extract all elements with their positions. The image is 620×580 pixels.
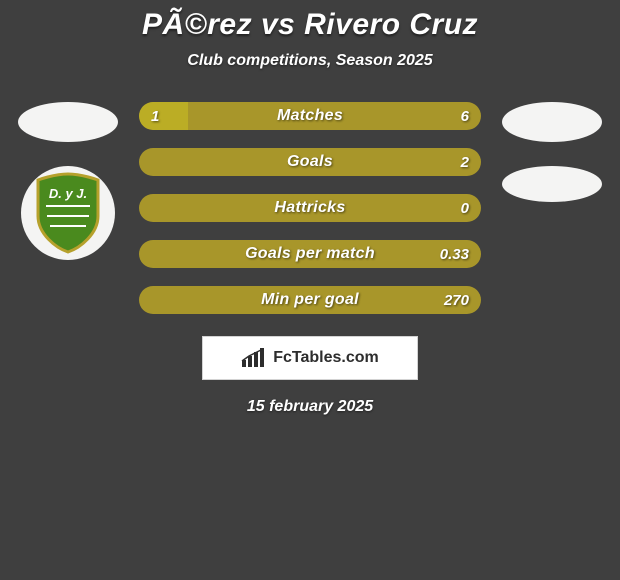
bar-value-right: 6: [461, 102, 469, 130]
stat-bar: Matches1 6: [139, 102, 481, 130]
shield-icon: D. y J.: [32, 172, 104, 254]
subtitle: Club competitions, Season 2025: [0, 52, 620, 70]
branding-badge[interactable]: FcTables.com: [202, 336, 418, 380]
stats-bars: Matches1 6 Goals2 Hattricks0 Goals per match…: [139, 102, 481, 314]
stat-bar: Min per goal270: [139, 286, 481, 314]
stat-bar: Goals per match0.33: [139, 240, 481, 268]
bar-label: Goals: [139, 148, 481, 176]
bar-chart-icon: [241, 348, 267, 368]
branding-label: FcTables.com: [273, 349, 379, 367]
content: PÃ©rez vs Rivero Cruz Club competitions,…: [0, 0, 620, 580]
bar-label: Goals per match: [139, 240, 481, 268]
bar-value-right: 270: [444, 286, 469, 314]
main-row: D. y J. Matches1 6 Goals2 Hattricks0 Goals p…: [0, 102, 620, 314]
stat-bar: Hattricks0: [139, 194, 481, 222]
stat-bar: Goals2: [139, 148, 481, 176]
left-side-column: D. y J.: [13, 102, 123, 260]
right-club-avatar: [502, 166, 602, 202]
bar-label: Hattricks: [139, 194, 481, 222]
bar-label: Min per goal: [139, 286, 481, 314]
bar-value-left: 1: [151, 102, 159, 130]
footer-date: 15 february 2025: [0, 398, 620, 416]
left-player-avatar: [18, 102, 118, 142]
bar-value-right: 2: [461, 148, 469, 176]
bar-label: Matches: [139, 102, 481, 130]
bar-value-right: 0: [461, 194, 469, 222]
page-title: PÃ©rez vs Rivero Cruz: [0, 8, 620, 42]
right-player-avatar: [502, 102, 602, 142]
svg-text:D. y J.: D. y J.: [49, 186, 87, 201]
bar-value-right: 0.33: [440, 240, 469, 268]
left-club-badge: D. y J.: [21, 166, 115, 260]
right-side-column: [497, 102, 607, 202]
